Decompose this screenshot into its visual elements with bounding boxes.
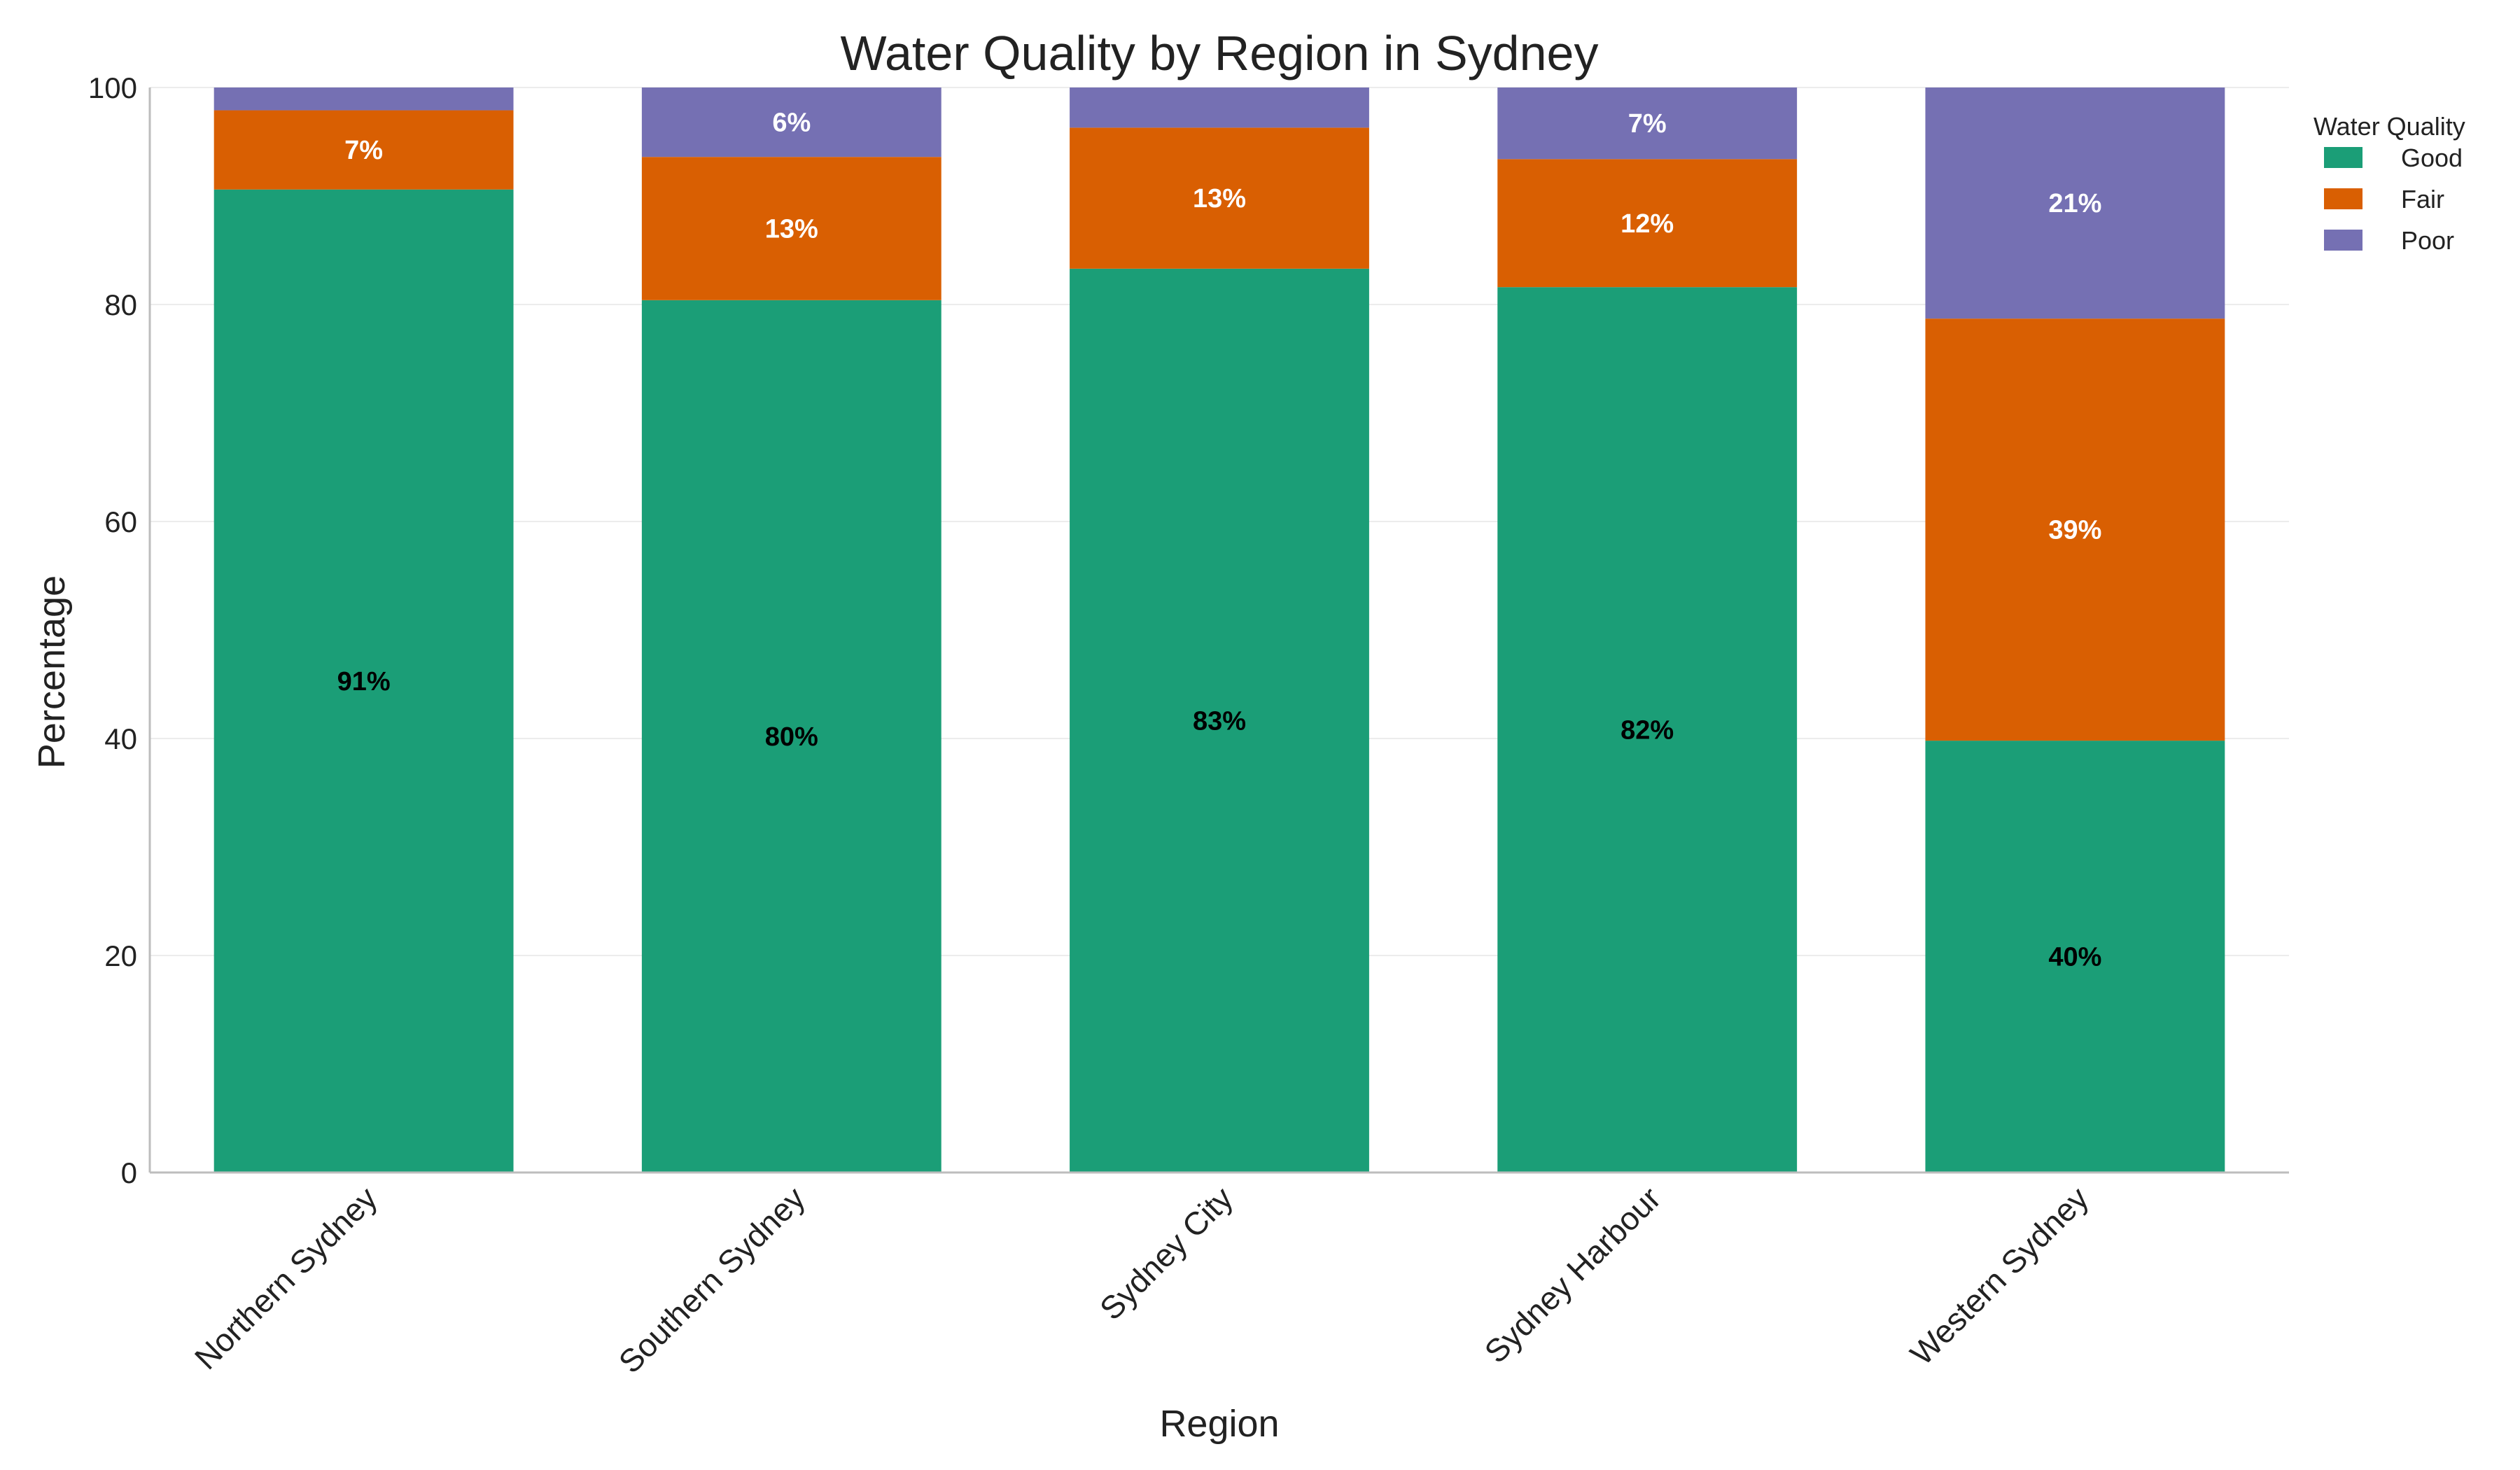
y-tick-label: 80 [104, 288, 137, 321]
bar-fair-4 [1925, 318, 2225, 741]
data-label: 82% [1620, 716, 1674, 746]
y-axis-label: Percentage [31, 575, 73, 769]
bar-good-1 [641, 300, 941, 1172]
x-tick-label: Sydney City [1093, 1180, 1240, 1326]
bars [214, 88, 2225, 1173]
data-label: 7% [344, 136, 383, 165]
data-label: 12% [1620, 209, 1674, 239]
data-label: 13% [1193, 184, 1246, 214]
axes [148, 88, 2289, 1174]
legend-swatch-poor [2324, 230, 2362, 251]
bar-poor-0 [214, 88, 514, 111]
y-tick-labels: 0 20 40 60 80 100 [88, 71, 137, 1189]
legend-swatch-good [2324, 147, 2362, 168]
data-label: 80% [765, 722, 818, 752]
bar-good-4 [1925, 741, 2225, 1172]
x-tick-label: Northern Sydney [188, 1180, 384, 1376]
y-tick-label: 100 [88, 71, 137, 104]
bar-good-2 [1070, 268, 1369, 1173]
x-tick-labels: Northern Sydney Southern Sydney Sydney Cit… [188, 1180, 2096, 1380]
legend: Water Quality Good Fair Poor [2314, 112, 2465, 255]
bar-poor-2 [1070, 88, 1369, 128]
data-label: 40% [2048, 943, 2101, 972]
x-tick-label: Western Sydney [1903, 1180, 2096, 1372]
x-axis-label: Region [1159, 1403, 1279, 1445]
data-label: 91% [337, 667, 391, 696]
legend-label-good: Good [2401, 144, 2463, 172]
legend-label-poor: Poor [2401, 226, 2454, 255]
bar-poor-3 [1497, 88, 1798, 160]
bar-poor-1 [641, 88, 941, 158]
data-label: 39% [2048, 516, 2101, 545]
data-label: 6% [772, 108, 811, 138]
bar-good-3 [1497, 287, 1798, 1173]
bar-fair-2 [1070, 127, 1369, 269]
bar-good-0 [214, 189, 514, 1173]
data-label: 13% [765, 215, 818, 244]
bar-fair-3 [1497, 159, 1798, 288]
data-labels: 91% 7% 80% 13% 6% 83% 13% 82% 12% 7% 40% 39% 21% [337, 108, 2102, 972]
bar-fair-1 [641, 157, 941, 300]
x-tick-label: Sydney Harbour [1477, 1180, 1667, 1370]
bar-fair-0 [214, 110, 514, 190]
legend-title: Water Quality [2314, 112, 2465, 141]
y-tick-label: 40 [104, 722, 137, 755]
y-tick-label: 60 [104, 505, 137, 538]
data-label: 7% [1628, 109, 1667, 139]
legend-label-fair: Fair [2401, 185, 2444, 214]
legend-swatch-fair [2324, 188, 2362, 209]
x-tick-label: Southern Sydney [612, 1180, 812, 1380]
data-label: 21% [2048, 189, 2101, 218]
y-tick-label: 20 [104, 939, 137, 972]
data-label: 83% [1193, 706, 1246, 736]
y-tick-label: 0 [121, 1156, 137, 1189]
chart-title: Water Quality by Region in Sydney [841, 26, 1599, 80]
bar-poor-4 [1925, 88, 2225, 319]
